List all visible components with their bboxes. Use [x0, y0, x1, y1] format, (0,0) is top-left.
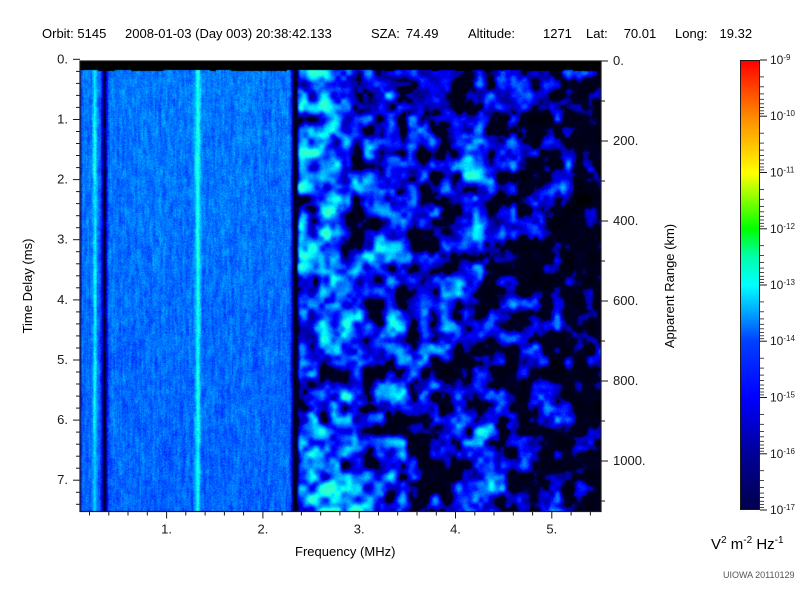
svg-text:10-14: 10-14	[770, 334, 795, 349]
svg-text:1.: 1.	[161, 522, 172, 537]
svg-text:10-11: 10-11	[770, 165, 795, 180]
svg-text:1000.: 1000.	[613, 453, 646, 468]
svg-text:6.: 6.	[57, 412, 68, 427]
svg-text:10-12: 10-12	[770, 221, 795, 236]
svg-text:3.: 3.	[57, 232, 68, 247]
svg-text:5.: 5.	[57, 352, 68, 367]
svg-text:600.: 600.	[613, 293, 638, 308]
svg-text:10-10: 10-10	[770, 109, 795, 124]
svg-text:1.: 1.	[57, 112, 68, 127]
svg-text:7.: 7.	[57, 472, 68, 487]
svg-text:2.: 2.	[257, 522, 268, 537]
svg-text:10-16: 10-16	[770, 446, 795, 461]
svg-text:5.: 5.	[546, 522, 557, 537]
svg-text:0.: 0.	[613, 53, 624, 68]
svg-text:0.: 0.	[57, 51, 68, 66]
svg-text:200.: 200.	[613, 133, 638, 148]
svg-text:400.: 400.	[613, 213, 638, 228]
svg-text:10-13: 10-13	[770, 278, 795, 293]
svg-text:3.: 3.	[354, 522, 365, 537]
svg-text:4.: 4.	[450, 522, 461, 537]
svg-text:800.: 800.	[613, 373, 638, 388]
svg-text:10-17: 10-17	[770, 503, 795, 518]
svg-text:2.: 2.	[57, 172, 68, 187]
svg-text:10-9: 10-9	[770, 53, 791, 68]
svg-text:4.: 4.	[57, 292, 68, 307]
svg-text:10-15: 10-15	[770, 390, 795, 405]
